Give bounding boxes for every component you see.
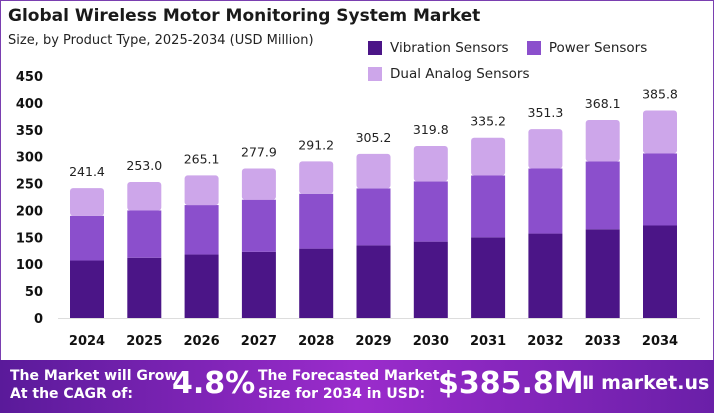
x-tick-label: 2033 [585, 334, 621, 349]
total-label: 241.4 [69, 164, 105, 179]
bar-segment-vibration-sensors [585, 229, 620, 318]
brand-logo: Ⅱ market.us [582, 372, 710, 394]
bar-segment-dual-analog-sensors [643, 110, 677, 154]
bar-segment-dual-analog-sensors [471, 137, 506, 176]
bar-segment-dual-analog-sensors [70, 188, 104, 216]
bar-segment-power-sensors [184, 205, 219, 255]
x-tick-label: 2024 [69, 334, 105, 349]
y-tick-label: 450 [16, 70, 43, 85]
total-label: 265.1 [184, 151, 220, 166]
bar-segment-power-sensors [643, 153, 677, 226]
bar-segment-dual-analog-sensors [585, 120, 620, 162]
x-tick-label: 2034 [642, 334, 678, 349]
bar-chart: 0 50 100 150 200 250 300 350 400 450 241.4 2024 253.… [16, 70, 700, 349]
legend: Vibration Sensors Power Sensors Dual Ana… [368, 40, 708, 92]
chart-title: Global Wireless Motor Monitoring System … [8, 6, 481, 26]
y-tick-label: 0 [34, 312, 43, 327]
total-label: 335.2 [470, 114, 506, 129]
bar-segment-vibration-sensors [528, 233, 563, 318]
bar-segment-vibration-sensors [471, 237, 506, 318]
total-label: 385.8 [642, 87, 678, 102]
total-label: 277.9 [241, 145, 277, 160]
bar-segment-power-sensors [299, 193, 334, 249]
bar-segment-power-sensors [356, 188, 391, 246]
bar-segment-vibration-sensors [184, 254, 219, 318]
bar-segment-vibration-sensors [413, 241, 448, 318]
bar-segment-power-sensors [528, 168, 563, 234]
bar-segment-power-sensors [241, 199, 276, 252]
bar-segment-dual-analog-sensors [299, 161, 334, 194]
forecast-value: $385.8M [438, 366, 584, 401]
x-tick-label: 2029 [355, 334, 391, 349]
y-tick-label: 50 [25, 285, 43, 300]
legend-item-vibration: Vibration Sensors [368, 40, 509, 56]
x-tick-label: 2032 [527, 334, 563, 349]
bar-segment-vibration-sensors [643, 225, 677, 318]
bar-segment-dual-analog-sensors [184, 175, 219, 206]
y-tick-label: 200 [16, 204, 43, 219]
bar-segment-vibration-sensors [356, 245, 391, 318]
bar-segment-dual-analog-sensors [356, 153, 391, 189]
x-tick-label: 2027 [241, 334, 277, 349]
y-tick-label: 150 [16, 231, 43, 246]
bar-segment-power-sensors [70, 215, 104, 261]
footer-banner: The Market will Grow At the CAGR of: 4.8%… [0, 360, 714, 413]
cagr-value: 4.8% [172, 366, 256, 401]
x-tick-label: 2030 [413, 334, 449, 349]
bar-segment-power-sensors [127, 210, 162, 258]
bar-segment-dual-analog-sensors [127, 181, 162, 211]
y-tick-label: 300 [16, 151, 43, 166]
total-label: 253.0 [126, 158, 162, 173]
x-tick-label: 2025 [126, 334, 162, 349]
x-tick-label: 2031 [470, 334, 506, 349]
total-label: 351.3 [528, 105, 564, 120]
y-tick-label: 400 [16, 97, 43, 112]
legend-item-power: Power Sensors [526, 40, 647, 56]
chart-subtitle: Size, by Product Type, 2025-2034 (USD Mi… [8, 33, 314, 48]
bar-segment-power-sensors [413, 181, 448, 242]
total-label: 368.1 [585, 96, 621, 111]
bar-segment-dual-analog-sensors [241, 168, 276, 200]
x-tick-label: 2028 [298, 334, 334, 349]
bar-segment-power-sensors [585, 161, 620, 230]
total-label: 291.2 [298, 137, 334, 152]
forecast-label: The Forecasted Market Size for 2034 in US… [258, 368, 440, 402]
bar-segment-power-sensors [471, 175, 506, 238]
x-tick-label: 2026 [184, 334, 220, 349]
total-label: 319.8 [413, 122, 449, 137]
bar-segment-vibration-sensors [70, 260, 104, 318]
bar-segment-vibration-sensors [299, 248, 334, 318]
bar-segment-dual-analog-sensors [413, 146, 448, 182]
y-tick-label: 100 [16, 258, 43, 273]
bar-segment-vibration-sensors [127, 257, 162, 318]
bar-segment-dual-analog-sensors [528, 129, 563, 169]
y-tick-label: 350 [16, 124, 43, 139]
total-label: 305.2 [356, 130, 392, 145]
bar-segment-vibration-sensors [241, 251, 276, 318]
legend-item-dual-analog: Dual Analog Sensors [368, 66, 530, 82]
cagr-label: The Market will Grow At the CAGR of: [10, 368, 178, 402]
y-tick-label: 250 [16, 178, 43, 193]
